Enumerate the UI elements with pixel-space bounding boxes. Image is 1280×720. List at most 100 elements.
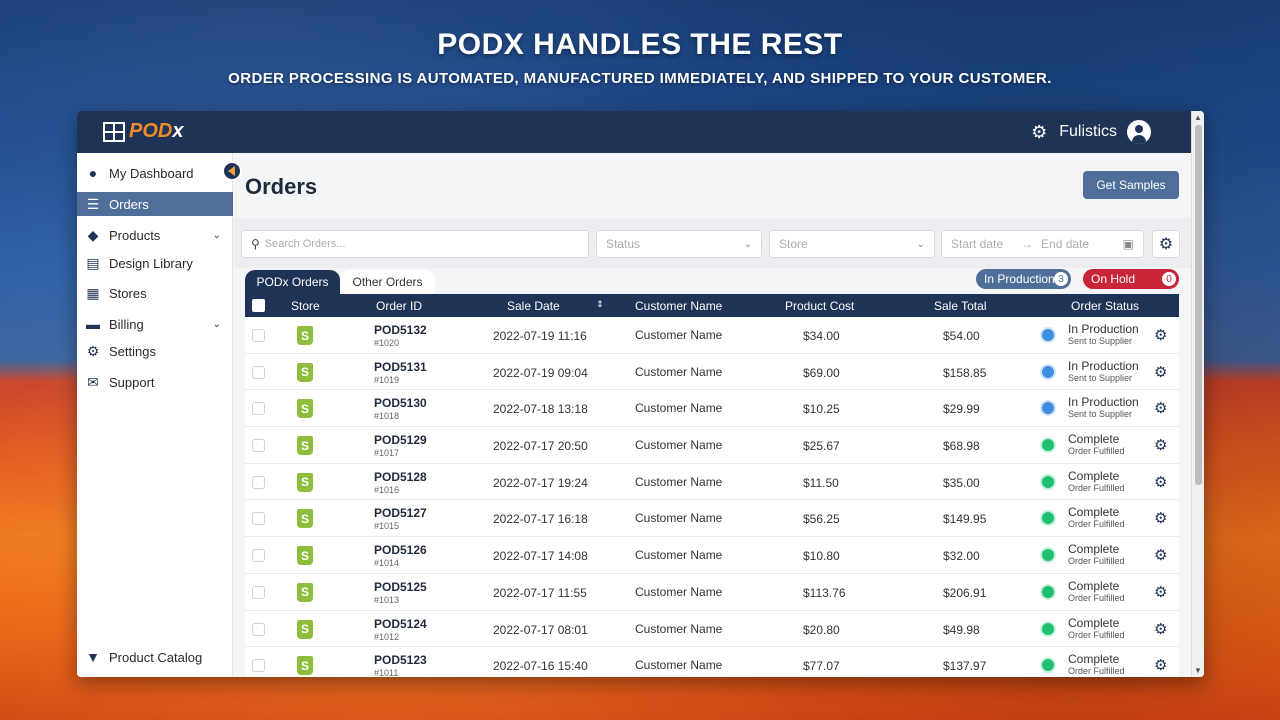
date-range-picker[interactable]: Start date → End date ▣ xyxy=(941,230,1144,258)
order-id[interactable]: POD5125 xyxy=(374,579,427,594)
table-row[interactable]: S POD5130 #1018 2022-07-18 13:18 Custome… xyxy=(245,390,1179,428)
row-checkbox[interactable] xyxy=(252,659,265,673)
customer-name: Customer Name xyxy=(635,584,723,599)
sidebar-item-design-library[interactable]: ▤ Design Library xyxy=(77,251,233,275)
column-sale-total[interactable]: Sale Total xyxy=(934,299,987,313)
status-select[interactable]: Status ⌄ xyxy=(596,230,762,258)
table-row[interactable]: S POD5123 #1011 2022-07-16 15:40 Custome… xyxy=(245,647,1179,677)
get-samples-button[interactable]: Get Samples xyxy=(1083,171,1179,199)
table-row[interactable]: S POD5128 #1016 2022-07-17 19:24 Custome… xyxy=(245,463,1179,501)
row-checkbox[interactable] xyxy=(252,402,265,416)
gear-icon[interactable]: ⚙ xyxy=(1154,583,1168,601)
product-cost: $25.67 xyxy=(803,439,840,454)
product-cost: $56.25 xyxy=(803,512,840,527)
column-store[interactable]: Store xyxy=(291,299,320,313)
column-order-id[interactable]: Order ID xyxy=(376,299,423,313)
status-detail: Order Fulfilled xyxy=(1068,592,1125,603)
shopify-icon: S xyxy=(297,399,313,419)
table-row[interactable]: S POD5131 #1019 2022-07-19 09:04 Custome… xyxy=(245,353,1179,391)
order-id[interactable]: POD5129 xyxy=(374,433,427,448)
table-row[interactable]: S POD5127 #1015 2022-07-17 16:18 Custome… xyxy=(245,500,1179,538)
order-id[interactable]: POD5123 xyxy=(374,653,427,668)
sidebar-item-label: Stores xyxy=(109,285,147,301)
order-id[interactable]: POD5126 xyxy=(374,543,427,558)
avatar[interactable] xyxy=(1127,120,1151,144)
gear-icon[interactable]: ⚙ xyxy=(1154,510,1168,528)
podx-logo[interactable]: PODx xyxy=(103,120,183,143)
row-checkbox[interactable] xyxy=(252,475,265,489)
gear-icon[interactable]: ⚙ xyxy=(1154,657,1168,675)
order-number: #1019 xyxy=(374,374,400,385)
status-indicator xyxy=(1040,657,1056,674)
sale-total: $137.97 xyxy=(943,659,987,674)
status-detail: Sent to Supplier xyxy=(1068,336,1133,346)
order-id[interactable]: POD5124 xyxy=(374,616,427,631)
order-id[interactable]: POD5131 xyxy=(374,359,427,374)
status-indicator xyxy=(1040,510,1056,527)
sidebar-item-billing[interactable]: ▬ Billing ⌄ xyxy=(77,312,233,336)
sidebar-item-orders[interactable]: ☰ Orders xyxy=(77,192,233,216)
sale-total: $158.85 xyxy=(943,365,987,380)
gear-icon[interactable]: ⚙ xyxy=(1154,473,1168,491)
sort-icon[interactable]: ⇕ xyxy=(596,299,604,309)
user-name[interactable]: Fulistics xyxy=(1059,123,1117,140)
order-id[interactable]: POD5127 xyxy=(374,506,427,521)
table-row[interactable]: S POD5126 #1014 2022-07-17 14:08 Custome… xyxy=(245,537,1179,574)
status-indicator xyxy=(1040,547,1056,564)
banner-subline: ORDER PROCESSING IS AUTOMATED, MANUFACTU… xyxy=(228,70,1052,87)
table-row[interactable]: S POD5132 #1020 2022-07-19 11:16 Custome… xyxy=(245,317,1179,354)
in-production-filter[interactable]: In Production 3 xyxy=(976,269,1071,289)
user-circle-icon: ● xyxy=(88,165,98,181)
row-checkbox[interactable] xyxy=(252,549,265,563)
scrollbar[interactable]: ▲ ▼ xyxy=(1191,111,1204,677)
gear-icon[interactable]: ⚙ xyxy=(1154,437,1168,455)
scroll-down-icon[interactable]: ▼ xyxy=(1194,666,1202,675)
table-row[interactable]: S POD5129 #1017 2022-07-17 20:50 Custome… xyxy=(245,427,1179,464)
status-label: Complete xyxy=(1068,432,1120,447)
sidebar-item-support[interactable]: ✉ Support xyxy=(77,370,233,394)
select-all-checkbox[interactable] xyxy=(252,299,265,312)
column-order-status[interactable]: Order Status xyxy=(1071,299,1140,313)
gear-icon[interactable]: ⚙ xyxy=(1154,620,1168,638)
store-select[interactable]: Store ⌄ xyxy=(769,230,935,258)
row-checkbox[interactable] xyxy=(252,512,265,526)
sale-total: $149.95 xyxy=(943,512,987,527)
scroll-up-icon[interactable]: ▲ xyxy=(1194,113,1202,122)
sidebar-item-settings[interactable]: ⚙ Settings xyxy=(77,339,233,363)
row-checkbox[interactable] xyxy=(252,585,265,599)
pill-label: On Hold xyxy=(1091,272,1136,286)
tab-other-orders[interactable]: Other Orders xyxy=(340,270,435,294)
scroll-thumb[interactable] xyxy=(1195,125,1202,485)
sale-date: 2022-07-16 15:40 xyxy=(493,659,588,674)
sidebar-item-products[interactable]: ◆ Products ⌄ xyxy=(77,223,233,247)
order-number: #1011 xyxy=(374,668,399,677)
gear-icon[interactable]: ⚙ xyxy=(1154,327,1168,344)
column-sale-date[interactable]: Sale Date xyxy=(507,299,560,313)
sidebar-item-product-catalog[interactable]: ▼ Product Catalog xyxy=(77,645,233,669)
order-id[interactable]: POD5128 xyxy=(374,469,427,484)
sidebar-item-dashboard[interactable]: ● My Dashboard xyxy=(77,161,233,185)
table-row[interactable]: S POD5125 #1013 2022-07-17 11:55 Custome… xyxy=(245,573,1179,611)
gear-icon[interactable]: ⚙ xyxy=(1154,363,1168,381)
banner-headline: PODX HANDLES THE REST xyxy=(437,28,843,61)
table-settings-button[interactable]: ⚙ xyxy=(1152,230,1180,258)
gears-icon[interactable]: ⚙ xyxy=(1031,121,1048,142)
order-id[interactable]: POD5132 xyxy=(374,323,427,337)
status-label: Complete xyxy=(1068,578,1120,593)
gear-icon[interactable]: ⚙ xyxy=(1154,547,1168,565)
sidebar-item-stores[interactable]: ▦ Stores xyxy=(77,281,233,305)
row-checkbox[interactable] xyxy=(252,439,265,453)
sidebar-collapse-button[interactable] xyxy=(222,161,242,181)
order-id[interactable]: POD5130 xyxy=(374,396,427,411)
gear-icon[interactable]: ⚙ xyxy=(1154,400,1168,418)
table-row[interactable]: S POD5124 #1012 2022-07-17 08:01 Custome… xyxy=(245,610,1179,648)
on-hold-filter[interactable]: On Hold 0 xyxy=(1083,269,1179,289)
row-checkbox[interactable] xyxy=(252,365,265,379)
column-customer-name[interactable]: Customer Name xyxy=(635,299,723,313)
row-checkbox[interactable] xyxy=(252,622,265,636)
row-checkbox[interactable] xyxy=(252,329,265,342)
search-input[interactable]: ⚲ Search Orders... xyxy=(241,230,589,258)
column-product-cost[interactable]: Product Cost xyxy=(785,299,855,313)
search-icon: ⚲ xyxy=(251,237,260,251)
tab-podx-orders[interactable]: PODx Orders xyxy=(245,270,340,294)
